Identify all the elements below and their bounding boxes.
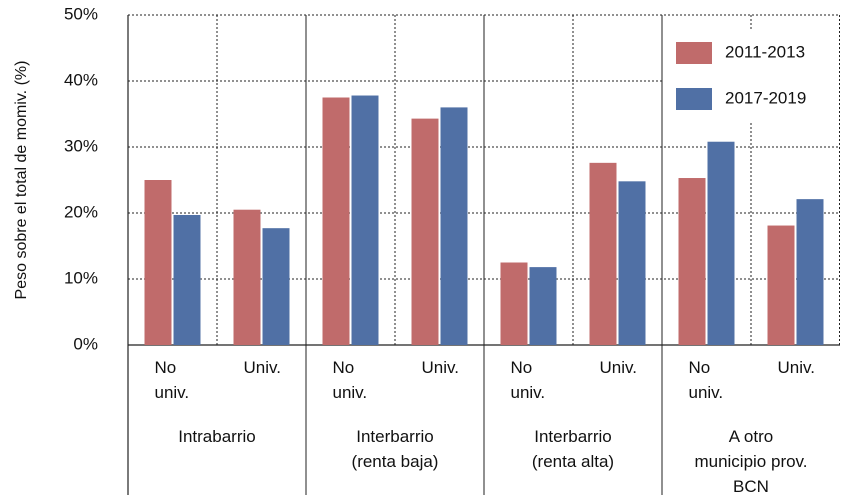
bar — [233, 209, 261, 345]
bar — [500, 262, 528, 345]
x-tick-label: Univ. — [777, 358, 815, 377]
legend-label: 2011-2013 — [725, 42, 805, 61]
y-tick-label: 20% — [64, 202, 98, 221]
bar — [262, 228, 290, 345]
y-axis-label: Peso sobre el total de momiv. (%) — [13, 61, 30, 300]
x-tick-label: No univ. — [688, 358, 724, 402]
x-tick-label: No univ. — [154, 358, 190, 402]
y-tick-label: 10% — [64, 268, 98, 287]
group-label: Interbarrio (renta alta) — [531, 427, 615, 471]
bar — [796, 199, 824, 345]
y-tick-label: 30% — [64, 136, 98, 155]
x-tick-label: No univ. — [510, 358, 546, 402]
legend-label: 2017-2019 — [725, 88, 806, 107]
legend-swatch — [676, 42, 712, 64]
legend-swatch — [676, 88, 712, 110]
bar — [618, 181, 646, 345]
bar — [440, 107, 468, 346]
group-label: A otro municipio prov. BCN — [694, 427, 808, 495]
x-tick-label: Univ. — [243, 358, 281, 377]
bar — [707, 141, 735, 345]
bar — [529, 267, 557, 345]
bar — [173, 214, 201, 345]
x-tick-label: Univ. — [421, 358, 459, 377]
group-label: Interbarrio (renta baja) — [351, 427, 439, 471]
x-tick-label: No univ. — [332, 358, 368, 402]
bar — [411, 118, 439, 346]
y-tick-label: 50% — [64, 4, 98, 23]
bar — [322, 97, 350, 345]
bar — [589, 162, 617, 345]
group-label: Intrabarrio — [178, 427, 256, 446]
bar — [678, 178, 706, 345]
bar — [351, 95, 379, 346]
y-tick-label: 40% — [64, 70, 98, 89]
bar — [144, 180, 172, 345]
y-tick-label: 0% — [73, 334, 98, 353]
x-tick-label: Univ. — [599, 358, 637, 377]
bar — [767, 225, 795, 345]
